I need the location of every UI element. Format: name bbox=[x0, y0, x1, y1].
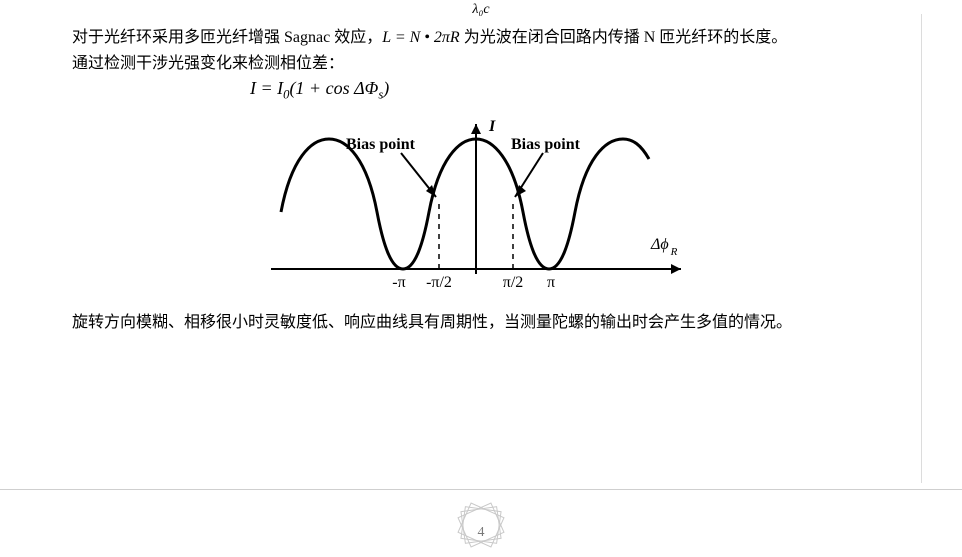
para1-pre: 对于光纤环采用多匝光纤增强 Sagnac 效应， bbox=[72, 29, 382, 46]
page-number: 4 bbox=[0, 523, 962, 541]
document-page: λ₀c 对于光纤环采用多匝光纤增强 Sagnac 效应，L = N • 2πR … bbox=[0, 2, 962, 490]
bias-label-right: Bias point bbox=[511, 136, 581, 153]
tick-neg-pi: -π bbox=[392, 274, 405, 291]
formula-I-head: I = I bbox=[250, 78, 283, 98]
bias-diagram: I ΔϕR -π -π/2 π/2 π Bias point Bias poin… bbox=[40, 109, 922, 309]
para1-post: 为光波在闭合回路内传播 N 匝光纤环的长度。 bbox=[460, 29, 788, 46]
tick-neg-pi2: -π/2 bbox=[426, 274, 452, 291]
formula-I-tail: (1 + cos ΔΦ bbox=[289, 78, 378, 98]
fragment-denominator: λ₀c bbox=[40, 2, 922, 18]
tick-pi: π bbox=[547, 274, 555, 291]
intensity-curve bbox=[281, 139, 649, 269]
formula-intensity: I = I0(1 + cos ΔΦs) bbox=[40, 78, 922, 103]
bias-label-left: Bias point bbox=[346, 136, 416, 153]
paragraph-1: 对于光纤环采用多匝光纤增强 Sagnac 效应，L = N • 2πR 为光波在… bbox=[40, 26, 922, 50]
formula-I-close: ) bbox=[383, 78, 389, 98]
x-axis-label: ΔϕR bbox=[650, 236, 678, 258]
y-axis-label: I bbox=[488, 118, 496, 135]
diagram-svg: I ΔϕR -π -π/2 π/2 π Bias point Bias poin… bbox=[251, 109, 711, 309]
tick-pi2: π/2 bbox=[503, 274, 524, 291]
paragraph-3: 旋转方向模糊、相移很小时灵敏度低、响应曲线具有周期性，当测量陀螺的输出时会产生多… bbox=[40, 311, 922, 335]
paragraph-2: 通过检测干涉光强变化来检测相位差： bbox=[40, 52, 922, 76]
inline-formula-L: L = N • 2πR bbox=[382, 29, 459, 46]
